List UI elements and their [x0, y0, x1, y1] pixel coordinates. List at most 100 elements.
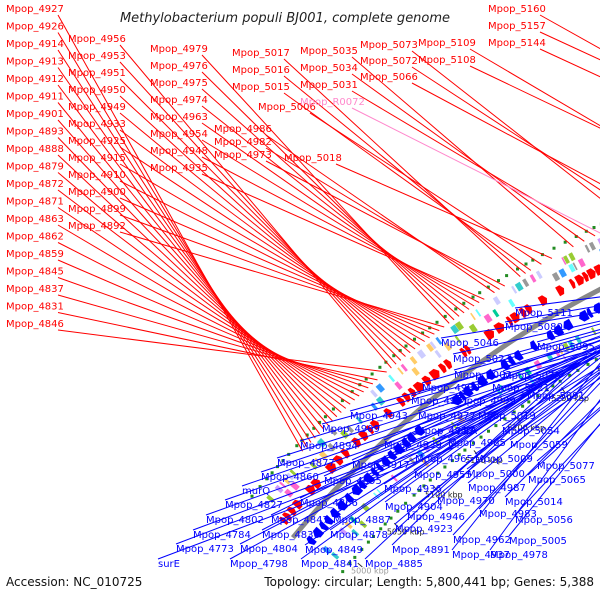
cog-block — [492, 309, 500, 318]
leader-line — [57, 242, 360, 397]
leader-line — [119, 44, 392, 369]
gene-label: Mpop_4927 — [6, 4, 64, 15]
gene-label: Mpop_4917 — [352, 460, 410, 471]
cog-block — [561, 257, 567, 265]
gc-dot — [340, 399, 344, 403]
leader-line — [119, 61, 397, 365]
gene-label: Mpop_4887 — [333, 515, 391, 526]
cog-block — [318, 450, 329, 460]
cog-block — [454, 321, 464, 331]
leader-line — [451, 362, 600, 551]
gc-dot — [360, 547, 364, 551]
leader-line — [119, 197, 435, 335]
forward-gene-arrow — [428, 368, 440, 381]
genome-summary: Topology: circular; Length: 5,800,441 bp… — [263, 575, 594, 589]
leader-line — [265, 147, 500, 290]
gene-label: Mpop_4915 — [68, 153, 126, 164]
gc-dot — [331, 407, 335, 411]
leader-line — [57, 224, 355, 401]
gc-dot — [536, 394, 540, 398]
gene-label: Mpop_4939 — [384, 440, 442, 451]
leader-line — [261, 387, 536, 531]
cog-block — [388, 374, 396, 383]
gc-dot — [250, 494, 254, 498]
forward-gene-arrow — [365, 425, 375, 435]
leader-line — [57, 189, 347, 409]
gene-label: Mpop_4963 — [150, 112, 208, 123]
cog-block — [331, 551, 340, 560]
gc-dot — [584, 229, 588, 233]
forward-gene-arrow — [369, 419, 380, 431]
cog-block — [375, 396, 386, 406]
gene-label: Mpop_4999 — [458, 396, 516, 407]
leader-line — [192, 418, 492, 531]
gene-label: Mpop_4977 — [418, 411, 476, 422]
gene-label: Mpop_4910 — [68, 170, 126, 181]
cog-block — [397, 367, 404, 375]
gene-label: Mpop_4943 — [350, 411, 408, 422]
leader-line — [57, 277, 369, 389]
leader-line — [57, 49, 312, 443]
cog-block — [429, 341, 437, 350]
cog-block — [535, 270, 543, 280]
leader-line — [119, 112, 411, 354]
gene-label: Mpop_5035 — [300, 46, 358, 57]
leader-line — [351, 107, 600, 234]
leader-line — [508, 423, 600, 537]
gene-label: Mpop_4976 — [150, 61, 208, 72]
gene-label: Mpop_5018 — [284, 153, 342, 164]
gene-label: Mpop_4926 — [6, 22, 64, 33]
gc-dot — [471, 295, 475, 299]
gc-dot — [574, 235, 578, 238]
forward-gene-arrow — [278, 516, 289, 525]
gene-label: Mpop_4953 — [68, 51, 126, 62]
gene-label: Mpop_5005 — [509, 536, 567, 547]
leader-line — [119, 95, 406, 357]
gene-label: Mpop_4951 — [68, 68, 126, 79]
cog-block — [495, 387, 503, 396]
gene-label: Mpop_4872 — [6, 179, 64, 190]
cog-block — [584, 244, 591, 253]
gene-label: Mpop_5059 — [510, 440, 568, 451]
gene-label: Mpop_4863 — [6, 214, 64, 225]
gc-dot-track — [250, 222, 600, 574]
gc-dot — [404, 344, 408, 348]
gene-label: Mpop_4987 — [468, 483, 526, 494]
gc-dot — [551, 384, 555, 388]
gene-label: Mpop_4949 — [68, 102, 126, 113]
gc-dot — [417, 488, 421, 492]
tick-label: 5000 kbp — [351, 567, 389, 576]
leader-line — [414, 350, 600, 455]
leader-line — [241, 381, 546, 487]
cog-block — [588, 241, 596, 251]
gene-label: Mpop_4773 — [176, 544, 234, 555]
gc-dot — [353, 555, 357, 559]
leader-line — [417, 340, 600, 412]
cog-block — [508, 298, 516, 308]
leader-line — [57, 84, 321, 435]
gc-dot — [281, 459, 285, 463]
gc-dot — [350, 390, 354, 394]
gc-dot — [568, 373, 572, 377]
gene-label: Mpop_4975 — [150, 78, 208, 89]
leader-line — [265, 134, 495, 294]
gc-dot — [436, 471, 440, 475]
leader-line — [57, 137, 333, 422]
leader-line — [304, 375, 555, 546]
tick-mark — [393, 522, 399, 528]
forward-gene-arrow — [509, 312, 520, 324]
leader-line — [452, 320, 600, 355]
gc-dot — [413, 337, 416, 341]
cog-block — [574, 335, 583, 345]
gc-dot — [265, 477, 269, 481]
leader-line — [57, 259, 364, 393]
tick-label: 5300 kbp — [597, 367, 600, 376]
gene-label: Mpop_5111 — [515, 308, 573, 319]
gc-dot — [471, 441, 475, 445]
gene-label: Mpop_4901 — [6, 109, 64, 120]
gc-dot — [435, 320, 439, 324]
gene-label: Mpop_5002 — [454, 370, 512, 381]
gc-dot — [398, 349, 402, 353]
leader-line — [57, 172, 342, 413]
